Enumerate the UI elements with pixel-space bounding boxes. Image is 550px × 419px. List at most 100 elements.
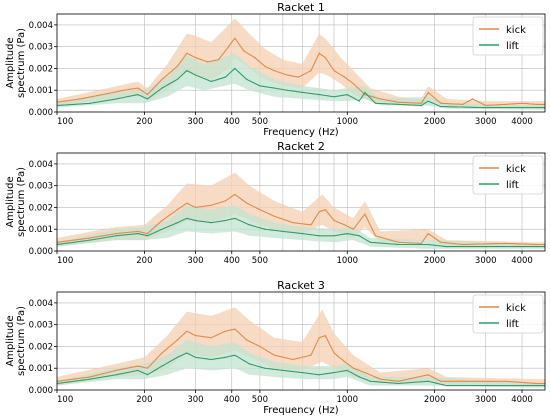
data-point-kick: [186, 52, 188, 54]
data-point-lift: [301, 372, 303, 374]
x-tick-label: 300: [187, 117, 203, 127]
y-axis-label-line1: Amplitude: [5, 176, 16, 227]
data-point-lift: [446, 246, 448, 248]
data-point-lift: [536, 385, 538, 387]
data-point-kick: [176, 339, 179, 341]
data-point-lift: [440, 106, 442, 108]
data-point-kick: [115, 369, 117, 371]
data-point-kick: [324, 57, 326, 59]
y-tick-label: 0.004: [29, 299, 53, 309]
axes-frame: [56, 13, 546, 113]
data-point-lift: [259, 85, 261, 87]
data-point-lift: [346, 369, 348, 371]
data-point-lift: [176, 356, 179, 358]
data-point-lift: [194, 356, 197, 358]
data-point-kick: [259, 345, 261, 347]
data-point-kick: [234, 193, 236, 195]
y-axis-label-line1: Amplitude: [5, 37, 16, 88]
data-point-kick: [137, 87, 139, 89]
data-point-lift: [176, 222, 179, 224]
data-point-kick: [318, 211, 320, 213]
data-point-lift: [234, 354, 236, 356]
data-point-lift: [186, 217, 188, 219]
data-point-kick: [186, 330, 188, 332]
data-point-kick: [292, 222, 294, 224]
y-tick-label: 0.000: [29, 247, 53, 257]
y-axis-label: Amplitudespectrum (Pa): [5, 28, 27, 98]
data-point-kick: [504, 242, 506, 244]
x-tick-label: 500: [252, 117, 268, 127]
x-tick-label: 1000: [336, 117, 358, 127]
data-point-lift: [234, 217, 236, 219]
data-point-lift: [369, 241, 371, 243]
data-point-lift: [264, 228, 266, 230]
y-tick-label: 0.000: [29, 386, 53, 396]
data-point-lift: [146, 374, 149, 376]
y-tick-label: 0.001: [29, 86, 53, 96]
data-point-kick: [318, 52, 320, 54]
data-point-lift: [485, 385, 487, 387]
data-point-kick: [107, 92, 109, 95]
data-point-kick: [364, 94, 366, 96]
y-tick-label: 0.001: [29, 225, 53, 235]
data-point-kick: [89, 376, 91, 378]
x-tick-label: 400: [224, 117, 240, 127]
data-point-lift: [246, 78, 248, 80]
data-point-kick: [264, 65, 266, 67]
data-point-kick: [462, 243, 464, 246]
data-point-lift: [273, 87, 275, 89]
y-tick-label: 0.001: [29, 364, 53, 374]
data-point-kick: [397, 101, 399, 103]
data-point-lift: [224, 76, 226, 78]
data-point-kick: [427, 91, 429, 93]
data-point-lift: [485, 246, 487, 248]
data-point-lift: [176, 78, 179, 80]
x-tick-label: 2000: [424, 117, 446, 127]
data-point-kick: [210, 337, 212, 339]
data-point-kick: [246, 339, 248, 341]
data-point-lift: [346, 233, 348, 235]
data-point-lift: [427, 380, 429, 382]
x-tick-label: 1000: [336, 395, 358, 405]
data-point-lift: [210, 222, 212, 224]
data-point-kick: [344, 76, 346, 78]
data-point-lift: [137, 369, 139, 371]
data-point-lift: [485, 107, 487, 109]
data-point-lift: [210, 358, 212, 361]
x-tick-label: 100: [57, 117, 73, 127]
legend-label-kick: kick: [506, 303, 526, 314]
data-point-lift: [358, 235, 360, 237]
data-point-kick: [273, 70, 275, 72]
data-point-kick: [137, 230, 139, 232]
y-axis-label: Amplitudespectrum (Pa): [5, 167, 27, 237]
data-point-kick: [420, 102, 422, 104]
data-point-lift: [427, 100, 429, 102]
data-point-kick: [176, 209, 179, 211]
data-point-lift: [397, 382, 399, 385]
legend-label-lift: lift: [506, 319, 519, 330]
data-point-kick: [504, 380, 506, 382]
y-tick-label: 0.002: [29, 64, 53, 74]
data-point-kick: [310, 224, 312, 226]
legend: kick lift: [472, 294, 544, 334]
data-point-kick: [146, 233, 149, 235]
data-point-lift: [194, 219, 197, 222]
x-tick-label: 4000: [511, 117, 533, 127]
data-point-kick: [324, 335, 326, 337]
band-kick: [57, 307, 545, 386]
data-point-kick: [176, 65, 179, 67]
data-point-kick: [521, 102, 523, 104]
x-tick-label: 500: [252, 256, 268, 266]
data-point-kick: [123, 89, 125, 91]
data-point-kick: [352, 83, 354, 85]
data-point-kick: [89, 237, 91, 239]
plot-area: [57, 307, 545, 388]
data-point-kick: [259, 209, 261, 211]
x-tick-label: 4000: [511, 256, 533, 266]
data-point-lift: [234, 67, 236, 69]
data-point-lift: [248, 363, 250, 365]
data-point-kick: [504, 103, 506, 105]
x-tick-label: 200: [136, 117, 152, 127]
y-axis-label-line2: spectrum (Pa): [16, 306, 27, 376]
x-tick-label: 200: [136, 256, 152, 266]
